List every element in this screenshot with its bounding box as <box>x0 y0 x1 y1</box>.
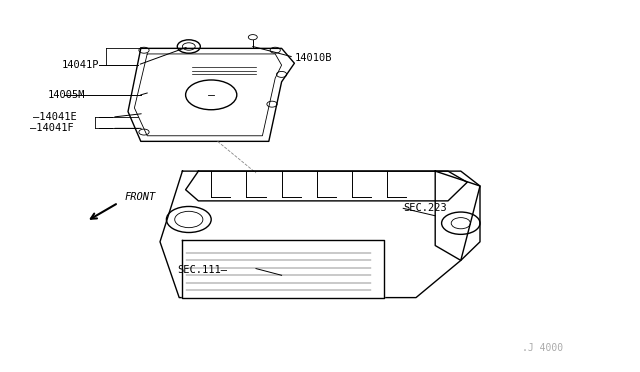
Text: SEC.223: SEC.223 <box>403 203 447 213</box>
Text: —14041F: —14041F <box>30 124 74 133</box>
Text: 14005M: 14005M <box>48 90 86 100</box>
Text: —14041E: —14041E <box>33 112 77 122</box>
Text: .J 4000: .J 4000 <box>522 343 563 353</box>
Text: 14010B: 14010B <box>294 53 332 62</box>
Polygon shape <box>182 240 384 298</box>
Text: FRONT: FRONT <box>125 192 156 202</box>
Circle shape <box>177 40 200 53</box>
Text: 14041P: 14041P <box>61 60 99 70</box>
Text: SEC.111—: SEC.111— <box>177 265 227 275</box>
